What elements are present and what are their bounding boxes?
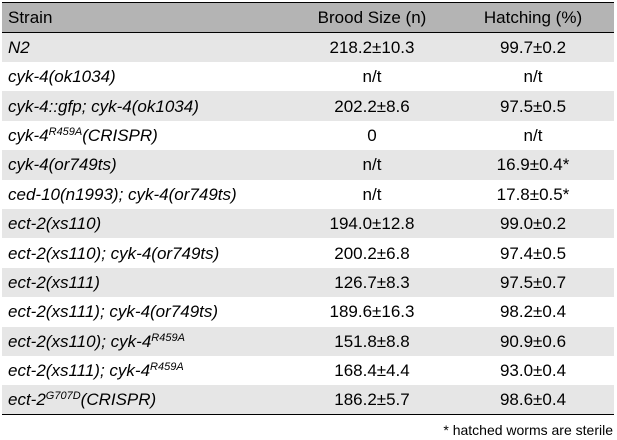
strain-table: Strain Brood Size (n) Hatching (%) N2 218… [2,2,614,415]
table-row: cyk-4::gfp; cyk-4(ok1034) 202.2±8.6 97.5±0… [2,91,614,121]
strain-cell: ect-2G707D(CRISPR) [2,385,292,415]
table-row: ect-2(xs111); cyk-4(or749ts) 189.6±16.3 98… [2,297,614,327]
strain-suffix: (CRISPR) [80,390,157,410]
strain-cell: ect-2(xs111) [2,268,292,297]
header-strain: Strain [8,8,53,27]
strain-cell: ect-2(xs111); cyk-4R459A [2,356,292,385]
table-row: cyk-4(ok1034) n/t n/t [2,62,614,92]
hatching-cell: 98.2±0.4 [499,302,567,322]
strain-name: ect-2(xs110) [8,214,102,234]
strain-allele-superscript: G707D [45,390,81,403]
footnote: * hatched worms are sterile [443,422,613,438]
hatching-cell: 99.0±0.2 [499,214,567,234]
hatching-cell: 97.5±0.5 [499,96,567,116]
hatching-cell: n/t [523,125,543,145]
strain-cell: ect-2(xs110); cyk-4(or749ts) [2,238,292,267]
strain-name: ect-2(xs111) [8,272,100,292]
hatching-cell: 99.7±0.2 [499,38,567,57]
brood-size-cell: n/t [362,155,382,175]
hatching-cell: 90.9±0.6 [499,331,567,351]
hatching-cell: n/t [523,67,543,87]
strain-cell: ced-10(n1993); cyk-4(or749ts) [2,180,292,209]
table-row: ect-2(xs110); cyk-4(or749ts) 200.2±6.8 97.… [2,238,614,268]
header-row: Strain Brood Size (n) Hatching (%) [2,2,614,33]
strain-name: cyk-4 [8,125,49,145]
brood-size-cell: 186.2±5.7 [334,390,410,410]
hatching-cell: 98.6±0.4 [499,390,567,410]
strain-suffix: (CRISPR) [82,125,158,145]
table-row: cyk-4R459A(CRISPR) 0 n/t [2,120,614,151]
strain-name: ect-2(xs111); cyk-4(or749ts) [8,302,219,322]
table-row: cyk-4(or749ts) n/t 16.9±0.4* [2,150,614,180]
strain-cell: cyk-4::gfp; cyk-4(ok1034) [2,91,292,120]
strain-name: ect-2 [8,390,46,410]
brood-size-cell: 202.2±8.6 [334,96,410,116]
brood-size-cell: n/t [362,67,382,87]
strain-cell: ect-2(xs110); cyk-4R459A [2,327,292,356]
brood-size-cell: 0 [367,125,377,145]
strain-name: cyk-4(ok1034) [8,67,116,87]
strain-cell: cyk-4R459A(CRISPR) [2,121,292,150]
table-row: ect-2(xs110) 194.0±12.8 99.0±0.2 [2,208,614,239]
strain-cell: cyk-4(ok1034) [2,62,292,91]
strain-name: ect-2(xs111); cyk-4 [8,361,151,381]
strain-name: ced-10(n1993); cyk-4(or749ts) [8,184,237,204]
strain-cell: ect-2(xs110) [2,209,292,238]
brood-size-cell: n/t [362,184,382,204]
strain-name: N2 [8,38,30,57]
hatching-cell: 16.9±0.4* [496,155,570,175]
table-row: N2 218.2±10.3 99.7±0.2 [2,32,614,63]
table-row: ect-2(xs110); cyk-4R459A 151.8±8.8 90.9±0.… [2,326,614,356]
hatching-cell: 97.5±0.7 [499,272,567,292]
strain-name: ect-2(xs110); cyk-4(or749ts) [8,243,220,263]
brood-size-cell: 189.6±16.3 [329,302,415,322]
brood-size-cell: 194.0±12.8 [329,214,415,234]
strain-cell: cyk-4(or749ts) [2,150,292,179]
strain-name: ect-2(xs110); cyk-4 [8,331,152,351]
strain-name: cyk-4::gfp; cyk-4(ok1034) [8,96,199,116]
table-row: ced-10(n1993); cyk-4(or749ts) n/t 17.8±0.5… [2,179,614,209]
brood-size-cell: 126.7±8.3 [334,272,410,292]
table-row: ect-2G707D(CRISPR) 186.2±5.7 98.6±0.4 [2,385,614,415]
strain-allele-superscript: R459A [48,125,83,138]
strain-allele-superscript: R459A [150,361,184,374]
header-hatching: Hatching (%) [483,8,583,27]
brood-size-cell: 151.8±8.8 [334,331,410,351]
hatching-cell: 17.8±0.5* [496,184,570,204]
strain-name: cyk-4(or749ts) [8,155,117,175]
table-row: ect-2(xs111); cyk-4R459A 168.4±4.4 93.0±0.… [2,355,614,386]
brood-size-cell: 200.2±6.8 [334,243,410,263]
brood-size-cell: 218.2±10.3 [329,38,415,57]
brood-size-cell: 168.4±4.4 [334,361,410,381]
hatching-cell: 93.0±0.4 [499,361,567,381]
strain-allele-superscript: R459A [151,331,185,344]
table-body: N2 218.2±10.3 99.7±0.2 cyk-4(ok1034) n/t n/t c… [2,32,614,415]
strain-cell: ect-2(xs111); cyk-4(or749ts) [2,297,292,326]
strain-cell: N2 [2,33,292,63]
header-brood-size: Brood Size (n) [317,8,427,27]
hatching-cell: 97.4±0.5 [499,243,567,263]
table-row: ect-2(xs111) 126.7±8.3 97.5±0.7 [2,267,614,298]
